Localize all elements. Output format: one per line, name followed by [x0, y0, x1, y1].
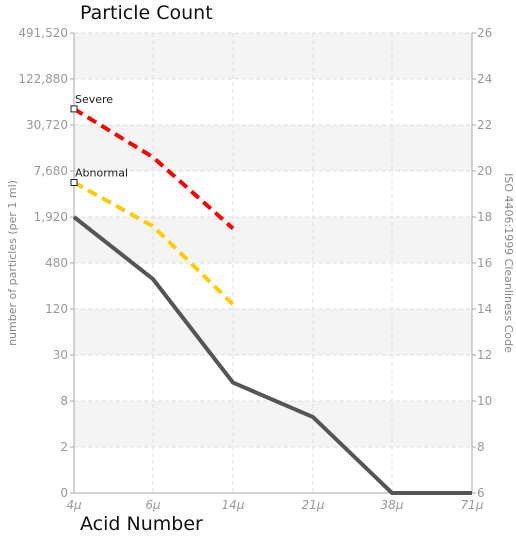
- y-tick-label: 1,920: [34, 210, 68, 224]
- grid-band: [74, 125, 472, 171]
- y-tick-label: 2: [60, 440, 68, 454]
- y2-tick-label: 10: [477, 394, 492, 408]
- y2-tick-label: 14: [477, 302, 492, 316]
- x-tick-label: 38µ: [381, 498, 404, 512]
- y2-tick-label: 26: [477, 26, 492, 40]
- y-tick-label: 30: [53, 348, 68, 362]
- y-tick-label: 491,520: [18, 26, 68, 40]
- y2-tick-label: 24: [477, 72, 492, 86]
- y2-tick-label: 6: [477, 486, 485, 500]
- y-tick-label: 120: [45, 302, 68, 316]
- threshold-label-abnormal: Abnormal: [75, 167, 128, 180]
- y2-tick-label: 18: [477, 210, 492, 224]
- y-tick-label: 8: [60, 394, 68, 408]
- y-tick-label: 480: [45, 256, 68, 270]
- y-tick-label: 0: [60, 486, 68, 500]
- x-tick-label: 71µ: [461, 498, 484, 512]
- y2-tick-label: 22: [477, 118, 492, 132]
- x-tick-label: 21µ: [302, 498, 325, 512]
- grid-band: [74, 217, 472, 263]
- x-tick-label: 6µ: [145, 498, 161, 512]
- threshold-marker: [70, 179, 78, 186]
- series-line-measured: [72, 215, 472, 495]
- threshold-marker: [70, 105, 78, 113]
- grid-band: [74, 33, 472, 79]
- chart-title: Particle Count: [80, 2, 213, 24]
- x-tick-label: 14µ: [222, 498, 245, 512]
- y-tick-label: 122,880: [18, 72, 68, 86]
- grid-band: [74, 401, 472, 447]
- series-line-abnormal: [73, 180, 235, 306]
- x-tick-label: 4µ: [66, 498, 82, 512]
- y-tick-label: 30,720: [26, 118, 68, 132]
- grid-band: [74, 309, 472, 355]
- y-tick-label: 7,680: [34, 164, 68, 178]
- y-axis-label: number of particles (per 1 ml): [6, 180, 19, 346]
- y2-tick-label: 20: [477, 164, 492, 178]
- y2-axis-label: ISO 4406:1999 Cleanliness Code: [502, 173, 515, 353]
- series-line-severe: [72, 107, 235, 230]
- y2-tick-label: 12: [477, 348, 492, 362]
- y2-tick-label: 8: [477, 440, 485, 454]
- threshold-label-severe: Severe: [75, 93, 113, 106]
- y2-tick-label: 16: [477, 256, 492, 270]
- bottom-title: Acid Number: [80, 513, 203, 535]
